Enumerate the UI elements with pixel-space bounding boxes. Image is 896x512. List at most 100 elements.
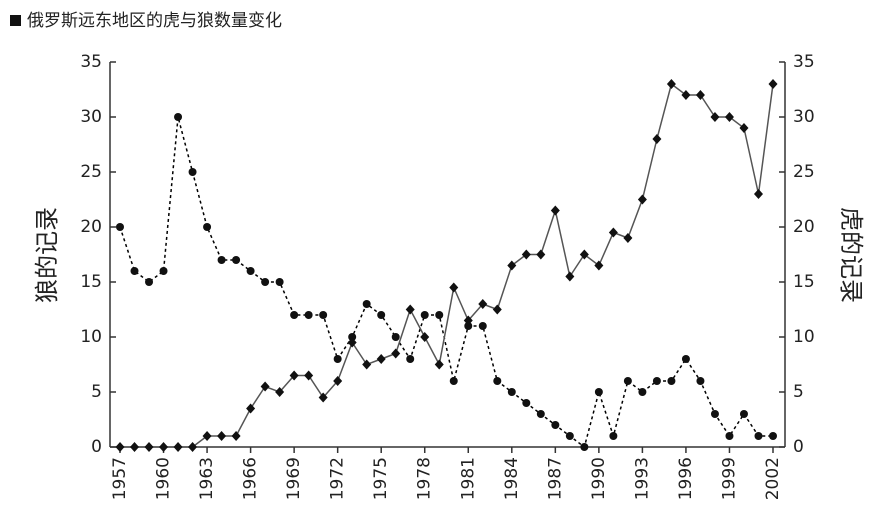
wolf-point [304,311,313,319]
wolf-point [652,377,661,385]
wolf-point [609,432,618,440]
x-tick-label: 1960 [154,457,174,500]
x-tick-label: 1987 [545,457,565,500]
x-tick-label: 1969 [284,457,304,500]
y2-tick-label: 0 [793,437,804,457]
y-tick-label: 15 [80,272,102,292]
x-tick-label: 1966 [241,457,261,500]
tiger-point [507,260,517,271]
tiger-point [347,337,357,348]
chart-title: 俄罗斯远东地区的虎与狼数量变化 [27,11,282,31]
wolf-point [130,267,139,275]
x-tick-label: 1975 [371,457,391,500]
wolf-point [739,410,748,418]
tiger-point [681,90,691,100]
x-tick-label: 1999 [719,457,739,500]
tiger-point [202,431,212,441]
y2-tick-label: 5 [793,382,804,402]
tiger-point [362,359,372,370]
wolf-point [362,300,371,308]
wolf-point [681,355,690,363]
tiger-point [565,271,575,282]
wolf-point [145,278,154,286]
wolf-point [319,311,328,319]
tiger-point [434,359,444,370]
tiger-point [231,431,241,441]
tiger-point [710,112,720,122]
x-tick-label: 1993 [632,457,652,500]
y-tick-label: 25 [80,162,102,182]
wolf-point [594,388,603,396]
x-tick-label: 1990 [589,457,609,500]
wolf-point [188,168,197,176]
tiger-point [623,233,633,243]
wolf-point [203,223,212,231]
tiger-point [260,381,270,392]
wolf-point [493,377,502,385]
wolf-point [754,432,763,440]
y-tick-label: 10 [80,327,102,347]
wolf-point [522,399,531,407]
tiger-point [594,260,604,271]
tiger-point [405,304,415,315]
wolf-point [565,432,574,440]
tiger-point [304,370,314,381]
wolf-point [246,267,255,275]
x-tick-label: 1963 [197,457,217,500]
tiger-point [739,123,749,133]
tiger-point [666,79,676,89]
tiger-point [130,442,140,452]
tiger-point [521,249,531,260]
tiger-point [173,442,183,452]
wolf-point [116,223,124,231]
wolf-point [536,410,545,418]
wolf-point [406,355,415,363]
wolf-point [623,377,632,385]
wolf-point [217,256,226,264]
tiger-point [391,348,401,359]
wolf-point [464,322,473,330]
wolf-point [710,410,719,418]
x-tick-label: 1984 [502,457,522,500]
tiger-point [478,299,488,309]
x-tick-label: 1996 [676,457,696,500]
x-tick-label: 1978 [415,457,435,500]
wolf-point [551,421,560,429]
tiger-point [333,376,343,386]
tiger-point [768,79,778,89]
wolf-point [638,388,647,396]
tiger-point [144,442,154,452]
y-tick-label: 20 [80,217,102,237]
y-tick-label: 0 [91,437,102,457]
tiger-point [579,249,589,260]
tiger-point [550,205,560,216]
wolf-point [449,377,458,385]
tiger-point [420,332,430,342]
y-axis-label: 狼的记录 [33,207,61,303]
y-tick-label: 30 [80,107,102,127]
wolf-point [275,278,284,286]
tiger-point [463,315,473,326]
wolf-point [435,311,444,319]
y2-tick-label: 15 [793,272,815,292]
wolf-point [232,256,241,264]
tiger-point [188,442,198,452]
tiger-point [724,112,734,122]
y-tick-label: 5 [91,382,102,402]
tiger-point [652,134,662,144]
wolf-point [420,311,429,319]
series-line [119,116,773,449]
y2-tick-label: 20 [793,217,815,237]
wolf-point [667,377,676,385]
wolf-point [696,377,705,385]
series-line [120,82,774,448]
x-tick-label: 2002 [763,457,783,500]
x-tick-label: 1957 [110,457,130,500]
wolf-point [333,355,342,363]
wolf-point [174,113,183,121]
title-bullet [10,15,21,26]
wolf-point [391,333,400,341]
tiger-point [275,387,285,397]
tiger-point [536,249,546,260]
